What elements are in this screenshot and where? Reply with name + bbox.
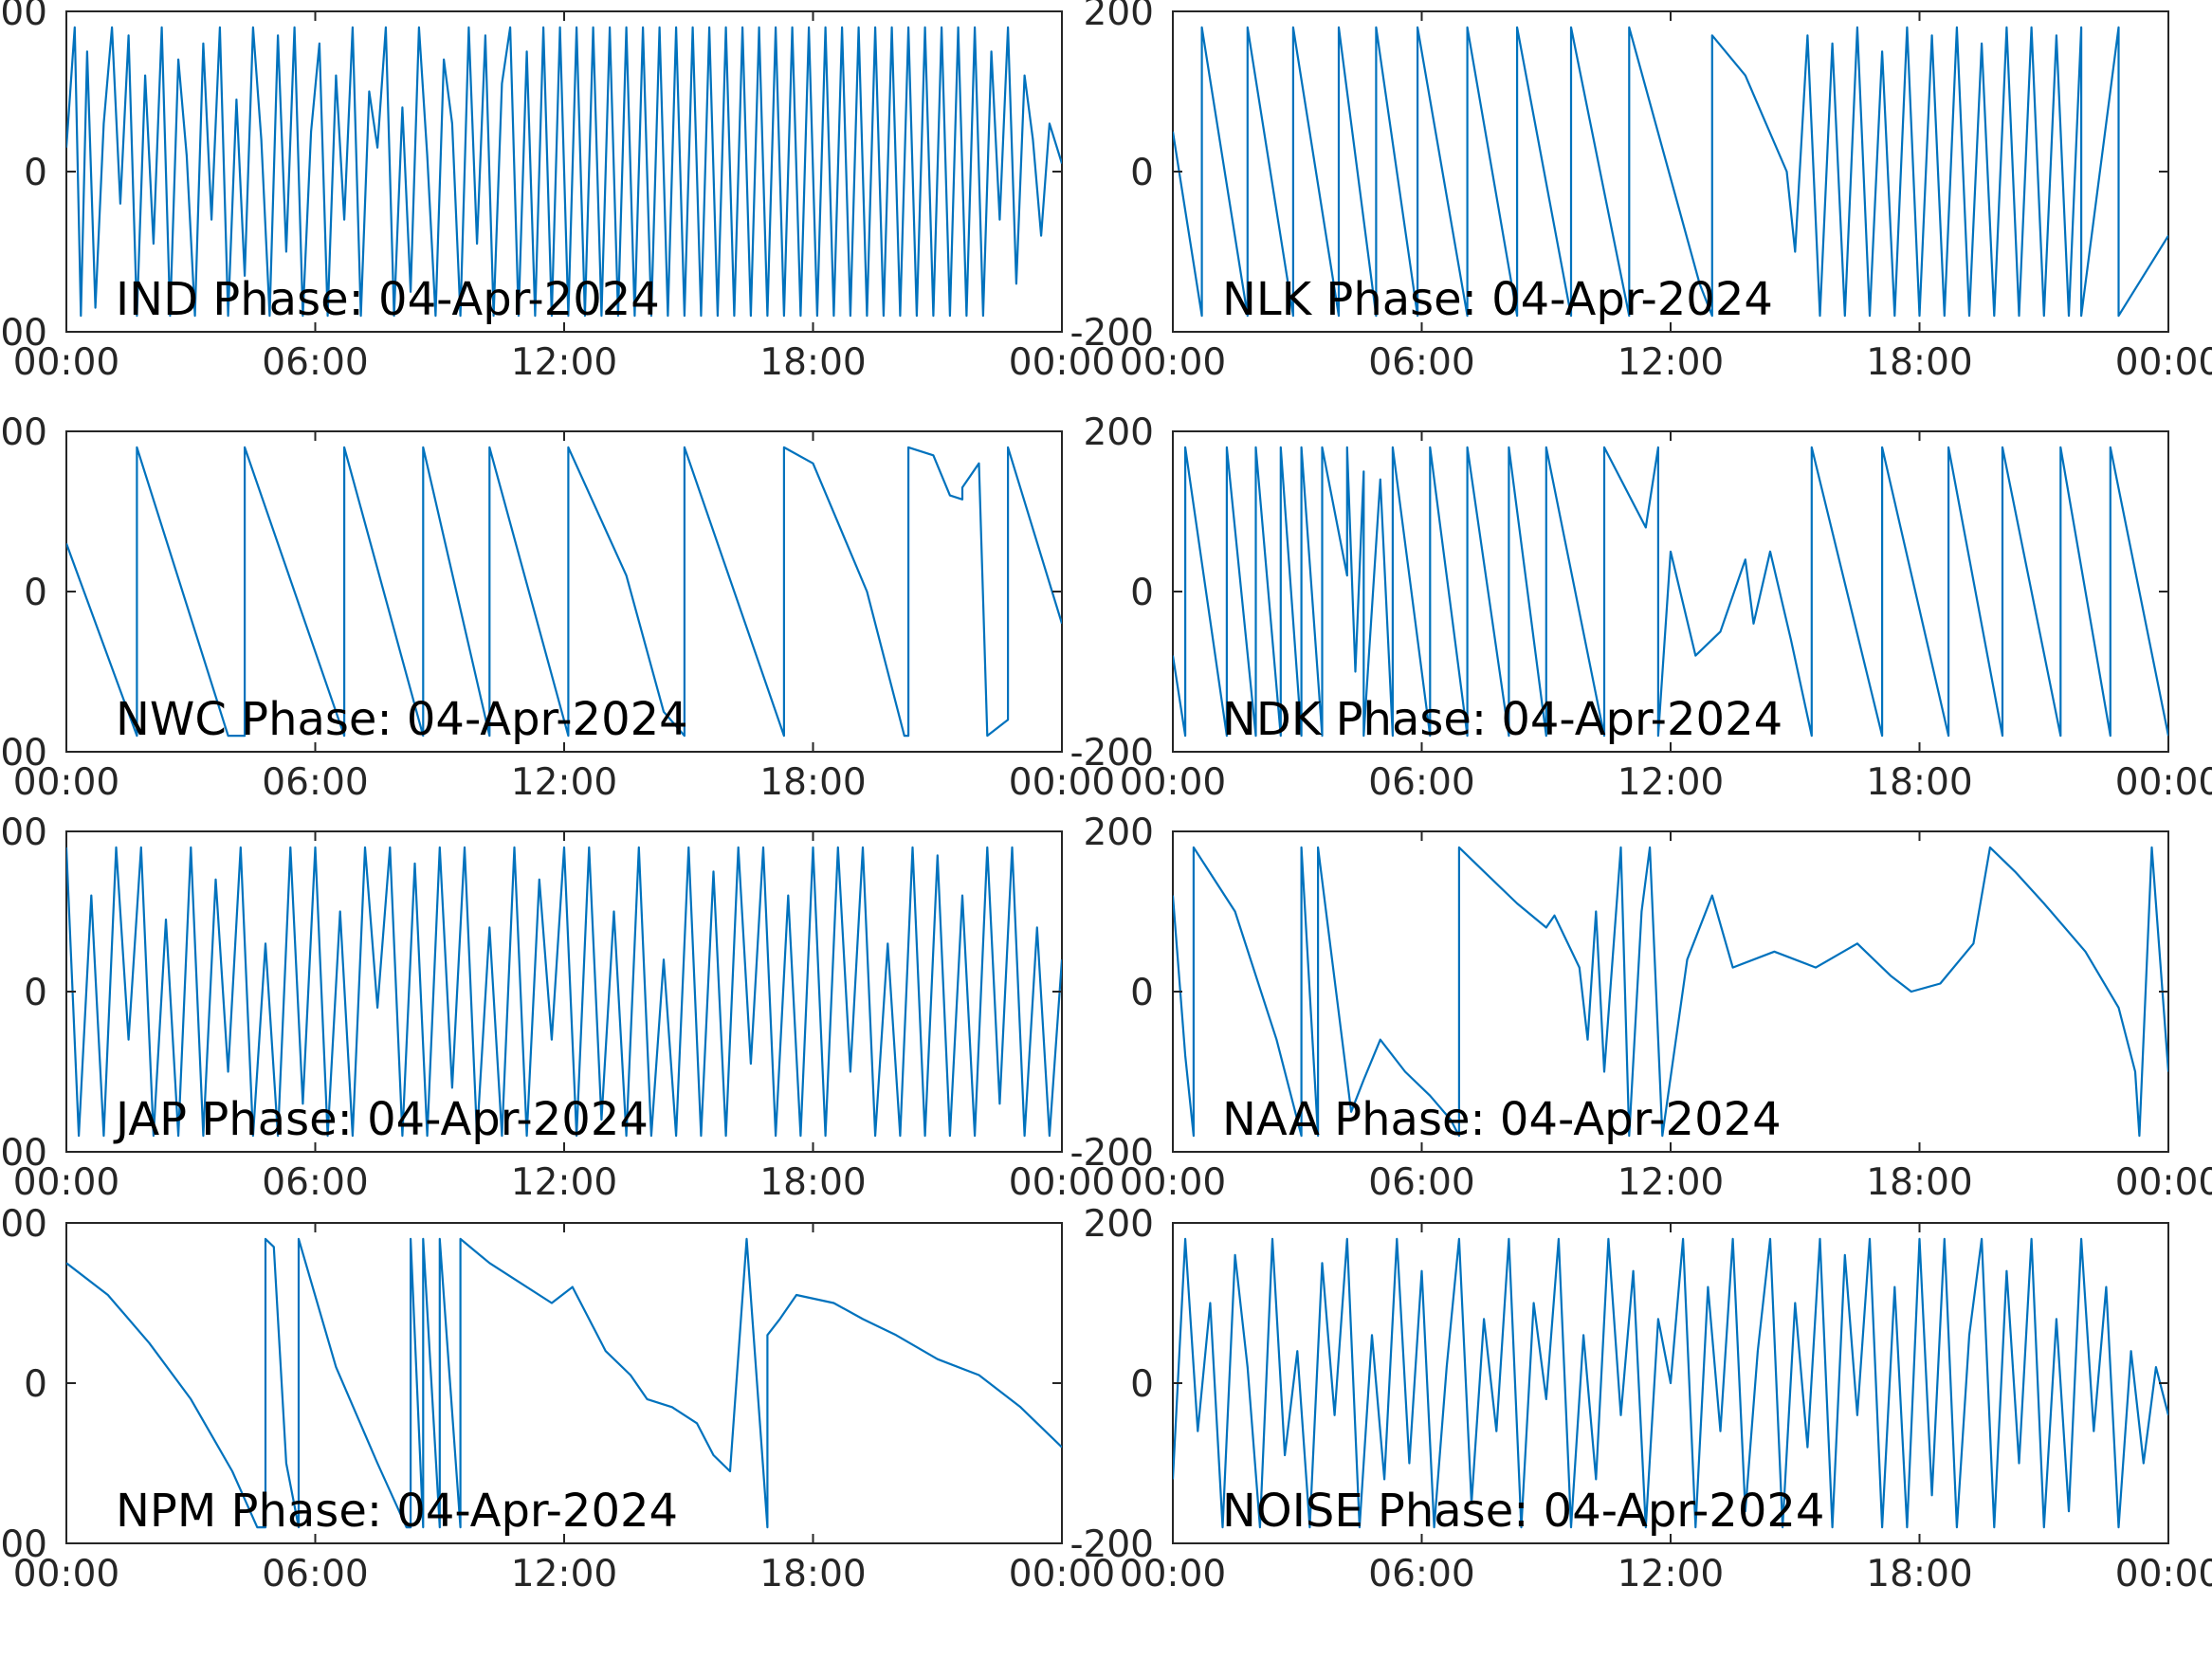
y-tick-label: 0 [24, 152, 47, 194]
x-tick-label: 12:00 [511, 761, 617, 804]
x-tick-label: 00:00 [13, 341, 119, 384]
x-tick-label: 18:00 [1866, 341, 1972, 384]
panel-title-noise: NOISE Phase: 04-Apr-2024 [1222, 1485, 1824, 1538]
y-tick-label: 200 [0, 0, 47, 34]
x-tick-label: 18:00 [1866, 1553, 1972, 1595]
x-tick-label: 18:00 [759, 1553, 866, 1595]
x-tick-label: 00:00 [1120, 341, 1226, 384]
x-tick-label: 18:00 [1866, 761, 1972, 804]
x-tick-label: 18:00 [1866, 1161, 1972, 1204]
y-tick-label: -200 [1069, 732, 1154, 775]
y-tick-label: -200 [1069, 1132, 1154, 1175]
series-line-noise [1173, 1237, 2168, 1529]
series-line-npm [66, 1237, 1062, 1529]
x-tick-label: 00:00 [2115, 1553, 2212, 1595]
x-tick-label: 06:00 [262, 1553, 368, 1595]
y-tick-label: 200 [0, 1203, 47, 1246]
y-tick-label: -200 [0, 1132, 47, 1175]
series-line-ndk [1173, 446, 2168, 738]
x-tick-label: 00:00 [1120, 761, 1226, 804]
x-tick-label: 06:00 [262, 1161, 368, 1204]
y-tick-label: -200 [0, 312, 47, 355]
x-tick-label: 18:00 [759, 761, 866, 804]
series-line-nwc [66, 446, 1062, 738]
x-tick-label: 00:00 [1009, 341, 1115, 384]
x-tick-label: 00:00 [1009, 1553, 1115, 1595]
x-tick-label: 00:00 [2115, 341, 2212, 384]
axes-box [65, 430, 1063, 753]
panel-title-ndk: NDK Phase: 04-Apr-2024 [1222, 693, 1782, 746]
y-tick-label: 200 [1084, 1203, 1154, 1246]
y-tick-label: 200 [0, 811, 47, 854]
y-tick-label: 200 [1084, 0, 1154, 34]
x-tick-label: 00:00 [1120, 1553, 1226, 1595]
x-tick-label: 12:00 [511, 1553, 617, 1595]
x-tick-label: 00:00 [2115, 761, 2212, 804]
y-tick-label: -200 [0, 1523, 47, 1566]
x-tick-label: 06:00 [1368, 1161, 1474, 1204]
x-tick-label: 06:00 [1368, 1553, 1474, 1595]
x-tick-label: 12:00 [1618, 341, 1724, 384]
axes-box [65, 1222, 1063, 1544]
panel-title-nwc: NWC Phase: 04-Apr-2024 [116, 693, 688, 746]
series-line-jap [66, 846, 1062, 1138]
x-tick-label: 06:00 [1368, 341, 1474, 384]
y-tick-label: 0 [24, 1363, 47, 1406]
panel-title-jap: JAP Phase: 04-Apr-2024 [113, 1093, 649, 1146]
x-tick-label: 18:00 [759, 341, 866, 384]
y-tick-label: 200 [0, 411, 47, 454]
y-tick-label: -200 [1069, 1523, 1154, 1566]
series-line-ind [66, 26, 1062, 318]
panel-title-ind: IND Phase: 04-Apr-2024 [116, 273, 660, 326]
x-tick-label: 12:00 [1618, 761, 1724, 804]
x-tick-label: 00:00 [13, 761, 119, 804]
x-tick-label: 00:00 [1120, 1161, 1226, 1204]
panel-title-naa: NAA Phase: 04-Apr-2024 [1222, 1093, 1782, 1146]
y-tick-label: 0 [1130, 572, 1154, 614]
axes-box [1172, 830, 2169, 1153]
y-tick-label: 0 [24, 572, 47, 614]
x-tick-label: 00:00 [1009, 761, 1115, 804]
x-tick-label: 00:00 [13, 1553, 119, 1595]
x-tick-label: 06:00 [262, 761, 368, 804]
y-tick-label: 0 [24, 972, 47, 1014]
y-tick-label: 200 [1084, 811, 1154, 854]
y-tick-label: 0 [1130, 1363, 1154, 1406]
x-tick-label: 18:00 [759, 1161, 866, 1204]
panel-title-nlk: NLK Phase: 04-Apr-2024 [1222, 273, 1773, 326]
x-tick-label: 12:00 [511, 1161, 617, 1204]
y-tick-label: -200 [1069, 312, 1154, 355]
x-tick-label: 06:00 [262, 341, 368, 384]
y-tick-label: 200 [1084, 411, 1154, 454]
series-line-nlk [1173, 26, 2168, 318]
x-tick-label: 00:00 [1009, 1161, 1115, 1204]
y-tick-label: 0 [1130, 152, 1154, 194]
series-line-naa [1173, 846, 2168, 1138]
y-tick-label: -200 [0, 732, 47, 775]
x-tick-label: 00:00 [2115, 1161, 2212, 1204]
x-tick-label: 12:00 [1618, 1161, 1724, 1204]
x-tick-label: 12:00 [511, 341, 617, 384]
x-tick-label: 00:00 [13, 1161, 119, 1204]
x-tick-label: 06:00 [1368, 761, 1474, 804]
y-tick-label: 0 [1130, 972, 1154, 1014]
x-tick-label: 12:00 [1618, 1553, 1724, 1595]
panel-title-npm: NPM Phase: 04-Apr-2024 [116, 1485, 678, 1538]
